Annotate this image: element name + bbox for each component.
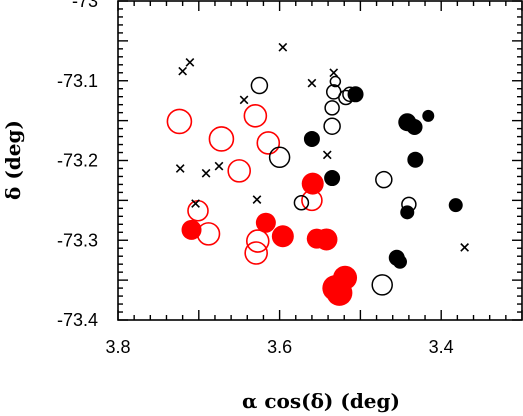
cross-marker <box>307 78 317 88</box>
open-red-circle-point <box>227 159 251 183</box>
open-black-circle-point <box>371 274 393 296</box>
plot-marks <box>166 42 469 306</box>
x-tick-label: 3.4 <box>429 337 454 357</box>
y-tick-label: -73.4 <box>57 310 98 330</box>
filled-red-circle-point <box>271 225 294 248</box>
cross-marker <box>214 161 224 171</box>
filled-black-circle-point <box>392 254 407 269</box>
cross-marker <box>278 42 288 52</box>
cross-marker <box>201 168 211 178</box>
y-tick-label: -73.1 <box>57 71 98 91</box>
filled-red-circle-point <box>315 228 338 251</box>
open-red-circle-point <box>245 229 270 253</box>
filled-red-circle-point <box>301 172 324 195</box>
y-tick-label: -73 <box>72 0 98 11</box>
open-red-circle-point <box>244 241 268 265</box>
open-black-circle-point <box>250 76 269 95</box>
filled-red-circle-point <box>255 212 276 233</box>
y-tick-label: -73.3 <box>57 230 98 250</box>
filled-black-circle-point <box>448 198 463 213</box>
cross-marker <box>329 68 339 78</box>
cross-marker <box>178 66 188 76</box>
plot-frame <box>117 0 523 321</box>
open-red-circle-point <box>187 199 209 222</box>
filled-black-circle-point <box>324 170 341 187</box>
filled-black-circle-point <box>407 151 424 168</box>
cross-marker <box>460 243 469 252</box>
cross-marker <box>185 58 195 67</box>
cross-marker <box>175 164 185 173</box>
open-black-circle-point <box>375 170 393 189</box>
filled-black-circle-point <box>303 130 320 147</box>
x-tick-label: 3.8 <box>105 337 130 357</box>
open-black-circle-point <box>293 195 310 211</box>
filled-black-circle-point <box>406 119 423 136</box>
cross-marker <box>252 195 262 204</box>
axis-tick-labels: 3.8 3.6 3.4 -73 -73.1 -73.2 -73.3 -73.4 <box>57 0 454 357</box>
y-tick-label: -73.2 <box>57 151 98 171</box>
open-black-circle-point <box>268 146 291 169</box>
open-red-circle-point <box>256 131 281 155</box>
cross-marker <box>191 199 200 208</box>
cross-marker <box>239 95 249 105</box>
axis-ticks <box>117 0 523 321</box>
open-red-circle-point <box>208 126 235 152</box>
open-black-circle-point <box>324 100 340 116</box>
open-black-circle-point <box>329 75 342 88</box>
cross-marker <box>322 150 332 160</box>
x-tick-label: 3.6 <box>267 337 292 357</box>
open-red-circle-point <box>243 104 268 128</box>
filled-black-circle-point <box>400 205 415 220</box>
filled-black-circle-point <box>422 109 435 122</box>
open-red-circle-point <box>166 108 193 135</box>
filled-red-circle-point <box>181 219 202 240</box>
filled-red-circle-point <box>326 279 353 306</box>
y-axis-title: δ (deg) <box>1 120 25 200</box>
open-black-circle-point <box>323 117 341 135</box>
x-axis-title: α cos(δ) (deg) <box>242 389 400 413</box>
filled-black-circle-point <box>347 86 364 103</box>
